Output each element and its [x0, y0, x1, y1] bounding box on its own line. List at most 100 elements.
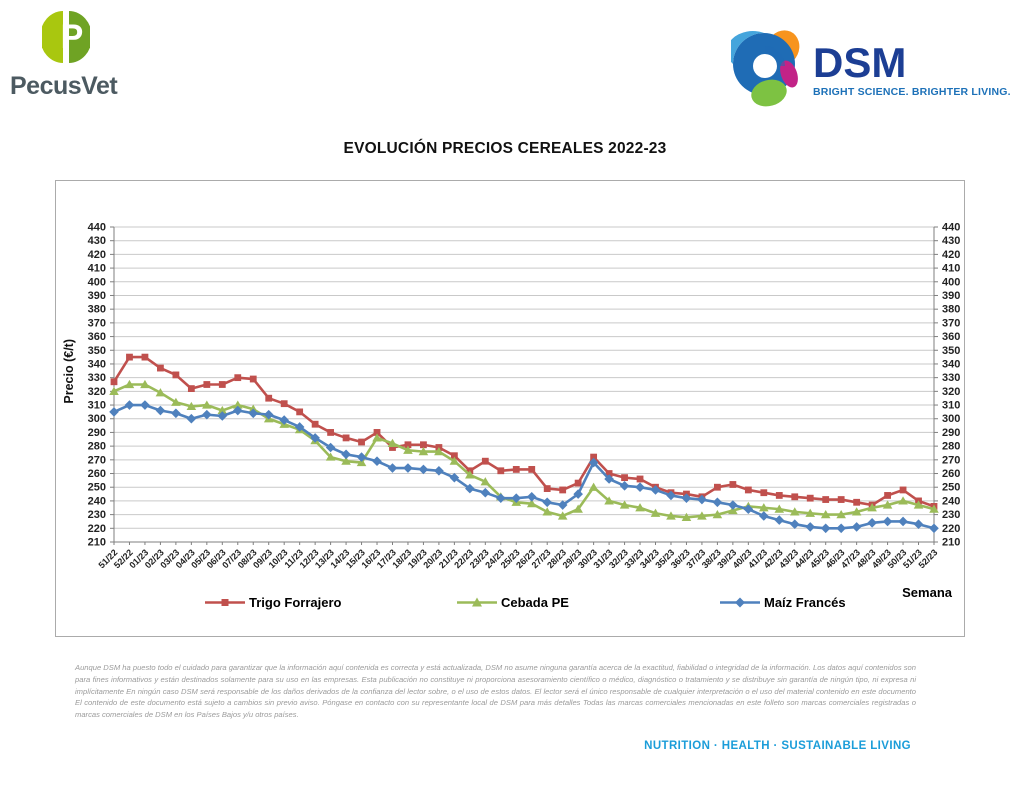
- marker-square: [389, 444, 396, 451]
- dsm-swirl-inner-arc: [765, 46, 785, 66]
- y-axis-label-left: 430: [88, 235, 106, 247]
- y-axis-label-right: 400: [942, 276, 960, 288]
- dsm-swirl-lightblue: [731, 31, 764, 64]
- y-axis-label-left: 310: [88, 400, 106, 412]
- y-axis-label-right: 390: [942, 290, 960, 302]
- y-axis-label-left: 330: [88, 372, 106, 384]
- marker-diamond: [434, 465, 444, 476]
- marker-diamond: [310, 433, 320, 443]
- marker-triangle: [635, 503, 645, 512]
- marker-triangle: [557, 511, 568, 520]
- y-axis-label-left: 250: [88, 482, 106, 494]
- marker-square: [729, 481, 737, 488]
- marker-triangle: [526, 499, 537, 508]
- marker-square: [157, 364, 164, 372]
- y-axis-label-left: 340: [88, 358, 106, 370]
- marker-diamond: [263, 409, 274, 420]
- marker-triangle: [604, 496, 614, 505]
- y-axis-label-left: 240: [88, 495, 106, 507]
- chart-container: 210 210 220 220 230 230 240 240 250 250 260 260 270 2…: [55, 180, 965, 637]
- marker-triangle: [403, 445, 413, 454]
- marker-diamond: [526, 491, 537, 502]
- legend-label: Maíz Francés: [764, 595, 846, 610]
- y-axis-label-right: 340: [942, 358, 960, 370]
- marker-square: [574, 479, 582, 487]
- y-axis-label-right: 240: [942, 495, 960, 507]
- y-axis-label-left: 270: [88, 454, 106, 466]
- pecusvet-icon: P: [42, 11, 90, 63]
- legend-item-trigo-forrajero: Trigo Forrajero: [204, 595, 341, 610]
- marker-triangle: [666, 511, 676, 520]
- marker-triangle: [774, 504, 785, 513]
- marker-triangle: [759, 503, 769, 512]
- marker-square: [327, 429, 335, 436]
- marker-diamond: [294, 422, 305, 432]
- series-trigo-forrajero: [110, 353, 938, 510]
- marker-triangle: [155, 388, 166, 397]
- marker-triangle: [650, 508, 661, 517]
- legend-label: Cebada PE: [501, 595, 569, 610]
- marker-diamond: [403, 463, 413, 473]
- marker-diamond: [511, 493, 522, 503]
- y-axis-label-right: 330: [942, 372, 960, 384]
- marker-diamond: [186, 413, 197, 424]
- marker-triangle: [434, 447, 444, 456]
- y-axis-label-right: 380: [942, 304, 960, 316]
- y-axis-label-left: 290: [88, 427, 106, 439]
- marker-diamond: [418, 464, 429, 475]
- marker-diamond: [712, 497, 723, 508]
- marker-diamond: [774, 515, 785, 525]
- dsm-text-block: DSM BRIGHT SCIENCE. BRIGHTER LIVING.: [813, 39, 1011, 98]
- marker-triangle: [697, 511, 707, 520]
- dsm-swirl-icon: [731, 30, 800, 107]
- marker-triangle: [542, 507, 553, 516]
- marker-diamond: [743, 504, 754, 514]
- y-axis-label-right: 280: [942, 441, 960, 453]
- marker-triangle: [882, 500, 893, 509]
- marker-diamond: [789, 519, 800, 530]
- marker-diamond: [882, 516, 893, 527]
- marker-triangle: [851, 507, 862, 516]
- marker-diamond: [387, 463, 398, 473]
- marker-diamond: [155, 405, 166, 416]
- dsm-wordmark: DSM: [813, 39, 907, 86]
- marker-square: [203, 381, 211, 388]
- marker-square: [218, 381, 226, 388]
- y-axis-label-right: 260: [942, 468, 960, 480]
- marker-diamond: [480, 487, 491, 498]
- marker-triangle: [140, 379, 150, 389]
- y-axis-label-left: 210: [88, 537, 106, 549]
- legend-item-ma-z-franc-s: Maíz Francés: [719, 595, 846, 610]
- marker-square: [543, 485, 551, 492]
- marker-triangle: [186, 401, 197, 411]
- y-axis-label-left: 420: [88, 249, 106, 261]
- y-axis-label-left: 300: [88, 413, 106, 425]
- marker-diamond: [109, 407, 119, 417]
- chart-legend: Trigo Forrajero Cebada PE Maíz Francés: [56, 595, 964, 621]
- pecusvet-icon-right-half: [69, 11, 90, 63]
- marker-triangle: [480, 477, 491, 486]
- marker-diamond: [913, 519, 924, 530]
- marker-square: [528, 466, 536, 473]
- marker-diamond: [279, 415, 289, 425]
- marker-square: [497, 467, 505, 475]
- y-axis-label-right: 410: [942, 263, 960, 275]
- marker-diamond: [728, 500, 738, 510]
- marker-square: [234, 374, 242, 382]
- legend-marker: [205, 599, 245, 606]
- marker-square: [822, 496, 830, 503]
- marker-diamond: [341, 449, 351, 460]
- legend-label: Trigo Forrajero: [249, 595, 342, 610]
- y-axis-label-right: 210: [942, 537, 960, 549]
- y-axis-label-left: 280: [88, 441, 106, 453]
- y-axis-label-left: 400: [88, 276, 106, 288]
- marker-square: [884, 492, 891, 499]
- marker-square: [899, 486, 907, 494]
- y-axis-label-right: 300: [942, 413, 960, 425]
- page-title: EVOLUCIÓN PRECIOS CEREALES 2022-23: [343, 140, 667, 157]
- marker-triangle: [588, 482, 599, 491]
- marker-diamond: [666, 490, 676, 501]
- y-axis-label-left: 350: [88, 345, 106, 357]
- pecusvet-wordmark: PecusVet: [10, 72, 118, 100]
- y-axis-label-left: 370: [88, 317, 106, 329]
